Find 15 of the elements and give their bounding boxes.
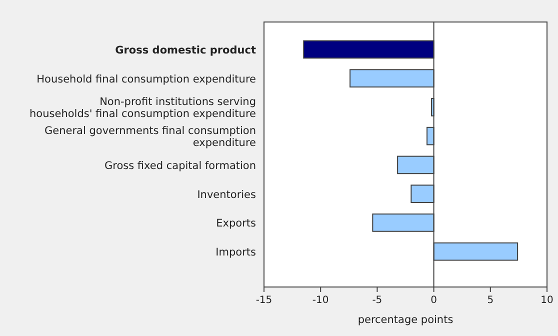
y-tick-label: Exports <box>216 218 256 230</box>
x-tick-label: -5 <box>372 295 382 306</box>
y-tick-label: Non-profit institutions serving households' final consumption expenditure <box>30 96 256 120</box>
x-tick-label: -10 <box>312 295 329 306</box>
x-tick-label: 10 <box>540 295 554 306</box>
x-tick-label: -15 <box>256 295 272 306</box>
y-tick-label: Inventories <box>197 188 256 201</box>
x-tick-label: 0 <box>430 295 437 306</box>
y-tick-label: Household final consumption expenditure <box>36 73 256 86</box>
x-axis-title: percentage points <box>358 314 454 326</box>
y-tick-label: Imports <box>216 246 256 259</box>
y-tick-label: General governments final consumption expenditure <box>44 125 256 150</box>
y-tick-label: Gross domestic product <box>115 44 256 56</box>
y-tick-label: Gross fixed capital formation <box>104 160 256 172</box>
x-tick-label: 5 <box>487 295 494 306</box>
